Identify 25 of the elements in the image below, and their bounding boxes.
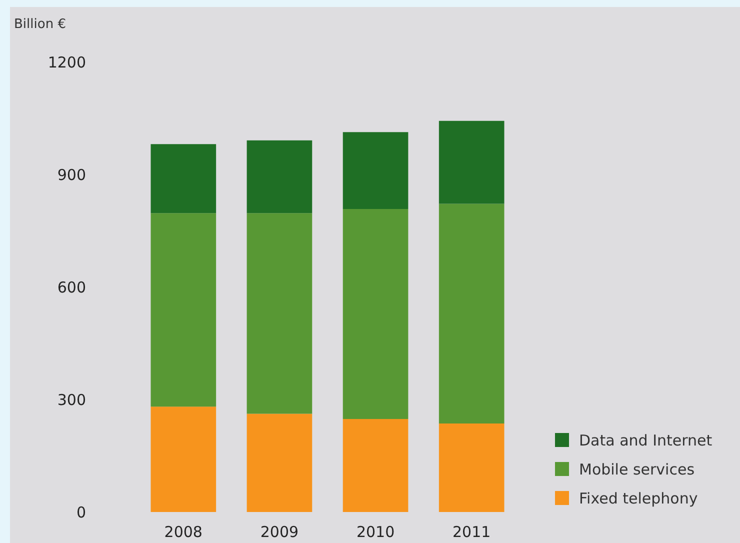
y-tick-label: 0 (76, 503, 86, 522)
bar (438, 424, 504, 512)
y-tick-label: 900 (57, 166, 86, 184)
legend-label: Data and Internet (579, 431, 712, 450)
y-axis-title: Billion € (14, 17, 66, 32)
x-tick-label: 2008 (164, 523, 202, 541)
x-tick-label: 2011 (452, 523, 491, 541)
bar (342, 209, 408, 419)
legend-label: Fixed telephony (579, 489, 698, 508)
y-tick-label: 600 (57, 278, 86, 296)
bar (438, 204, 504, 424)
bar (342, 419, 408, 512)
y-tick-label: 300 (57, 390, 86, 409)
y-tick-label: 1200 (48, 53, 86, 72)
x-tick-label: 2009 (260, 523, 299, 541)
bar (150, 213, 216, 407)
bar (150, 144, 216, 214)
bar (246, 414, 312, 512)
legend-label: Mobile services (579, 460, 695, 478)
bar (246, 140, 312, 214)
bar (246, 213, 312, 414)
bar (150, 406, 216, 512)
bar (342, 132, 408, 209)
bar (438, 120, 504, 204)
x-tick-label: 2010 (356, 523, 395, 541)
